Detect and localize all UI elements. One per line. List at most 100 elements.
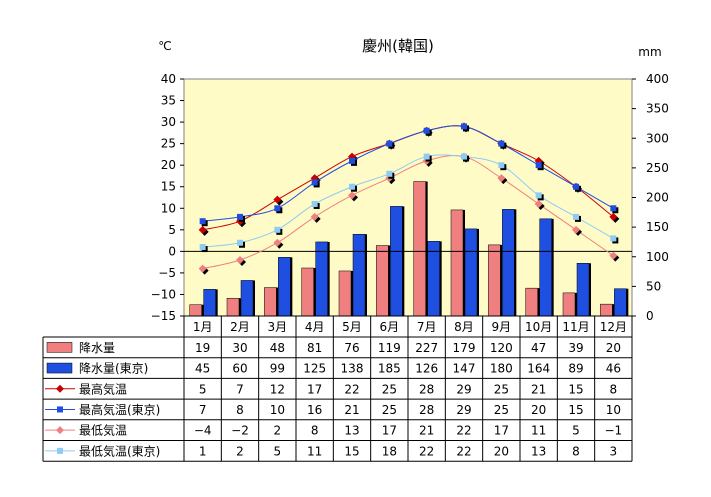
table-cell: 46 [606, 362, 621, 376]
series-point [535, 162, 542, 169]
left-tick-label: 25 [161, 137, 176, 151]
series-point [386, 170, 393, 177]
table-cell: 30 [232, 341, 247, 355]
table-cell: 10 [606, 403, 621, 417]
table-cell: 8 [311, 424, 319, 438]
table-cell: 17 [382, 424, 397, 438]
series-point [198, 264, 207, 273]
table-cell: 1 [199, 444, 207, 458]
table-cell: 45 [195, 362, 210, 376]
table-cell: 76 [344, 341, 359, 355]
table-cell: 227 [415, 341, 438, 355]
table-cell: 29 [456, 382, 471, 396]
table-cell: −4 [194, 424, 212, 438]
left-tick-label: 10 [161, 201, 176, 215]
series-point [386, 140, 393, 147]
x-tick-label: 1月 [193, 320, 213, 334]
precip-bar [450, 209, 464, 317]
series-point [610, 205, 617, 212]
right-tick-label: 200 [646, 191, 669, 205]
table-cell: 119 [378, 341, 401, 355]
precip-tokyo-bar [315, 241, 328, 317]
x-tick-label: 10月 [525, 320, 552, 334]
precip-bar [525, 287, 538, 317]
table-cell: 47 [531, 341, 546, 355]
legend-label: 降水量(東京) [79, 362, 148, 376]
table-cell: 8 [610, 382, 618, 396]
series-point [274, 226, 281, 233]
table-cell: 22 [456, 444, 471, 458]
series-point [461, 123, 467, 130]
table-cell: 25 [494, 382, 509, 396]
precip-bar [189, 304, 202, 317]
right-tick-label: 0 [646, 309, 654, 323]
series-point [311, 179, 318, 186]
table-cell: 29 [456, 403, 471, 417]
series-point [349, 183, 355, 190]
table-cell: 11 [531, 424, 546, 438]
table-cell: 11 [307, 444, 322, 458]
series-point [273, 238, 282, 247]
series-point [237, 239, 243, 246]
table-cell: 15 [568, 403, 583, 417]
x-tick-label: 3月 [268, 320, 288, 334]
table-cell: 20 [494, 444, 509, 458]
precip-tokyo-bar [539, 218, 552, 317]
x-tick-label: 2月 [230, 320, 250, 334]
table-cell: 22 [419, 444, 434, 458]
table-cell: 99 [270, 362, 285, 376]
legend-swatch [46, 342, 73, 353]
legend-label: 最低気温(東京) [79, 443, 160, 458]
table-cell: 164 [527, 362, 550, 376]
precip-tokyo-bar [203, 289, 216, 317]
table-cell: 89 [568, 362, 583, 376]
series-point [610, 235, 617, 242]
left-tick-label: −15 [151, 309, 176, 323]
series-point [423, 127, 430, 134]
chart-title: 慶州(韓国) [362, 37, 434, 55]
precip-bar [264, 287, 277, 317]
precip-tokyo-bar [390, 206, 403, 317]
series-point [573, 213, 579, 220]
table-cell: 2 [236, 444, 244, 458]
table-cell: 15 [568, 382, 583, 396]
legend-marker [57, 406, 63, 413]
series-point [461, 153, 467, 160]
precip-tokyo-bar [278, 257, 291, 317]
x-tick-label: 11月 [562, 320, 589, 334]
series-point [498, 162, 505, 169]
left-tick-label: 40 [161, 72, 176, 86]
right-tick-label: 250 [646, 161, 669, 175]
x-tick-label: 8月 [454, 320, 474, 334]
table-cell: 185 [378, 362, 401, 376]
table-cell: 18 [382, 444, 397, 458]
precip-tokyo-bar [352, 233, 366, 317]
x-tick-label: 12月 [600, 320, 627, 334]
x-tick-label: 5月 [342, 320, 362, 334]
table-cell: 126 [415, 362, 438, 376]
legend-marker [56, 384, 64, 393]
left-tick-label: 35 [161, 94, 176, 108]
table-cell: 39 [568, 341, 583, 355]
precip-tokyo-bar [576, 263, 590, 317]
precip-bar [562, 292, 576, 317]
series-point [349, 157, 355, 164]
precip-bar [226, 297, 240, 317]
left-tick-label: 5 [168, 223, 176, 237]
legend-marker [56, 426, 64, 435]
table-cell: 15 [344, 444, 359, 458]
right-tick-label: 50 [646, 279, 661, 293]
table-cell: 28 [419, 382, 434, 396]
precip-bar [488, 244, 501, 317]
table-cell: 22 [456, 424, 471, 438]
table-cell: −2 [231, 424, 249, 438]
table-cell: 120 [490, 341, 513, 355]
left-tick-label: 20 [161, 158, 176, 172]
precip-bar [338, 270, 352, 317]
right-tick-label: 100 [646, 250, 669, 264]
table-cell: 25 [382, 403, 397, 417]
table-cell: 21 [419, 424, 434, 438]
x-tick-label: 9月 [492, 320, 512, 334]
table-cell: 7 [236, 382, 244, 396]
table-cell: 48 [270, 341, 285, 355]
